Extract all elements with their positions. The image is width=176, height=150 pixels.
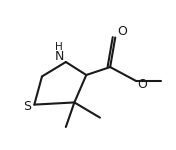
Text: H: H [55, 42, 63, 52]
Text: S: S [23, 100, 31, 113]
Text: O: O [137, 78, 147, 91]
Text: O: O [117, 25, 127, 38]
Text: N: N [54, 50, 64, 63]
